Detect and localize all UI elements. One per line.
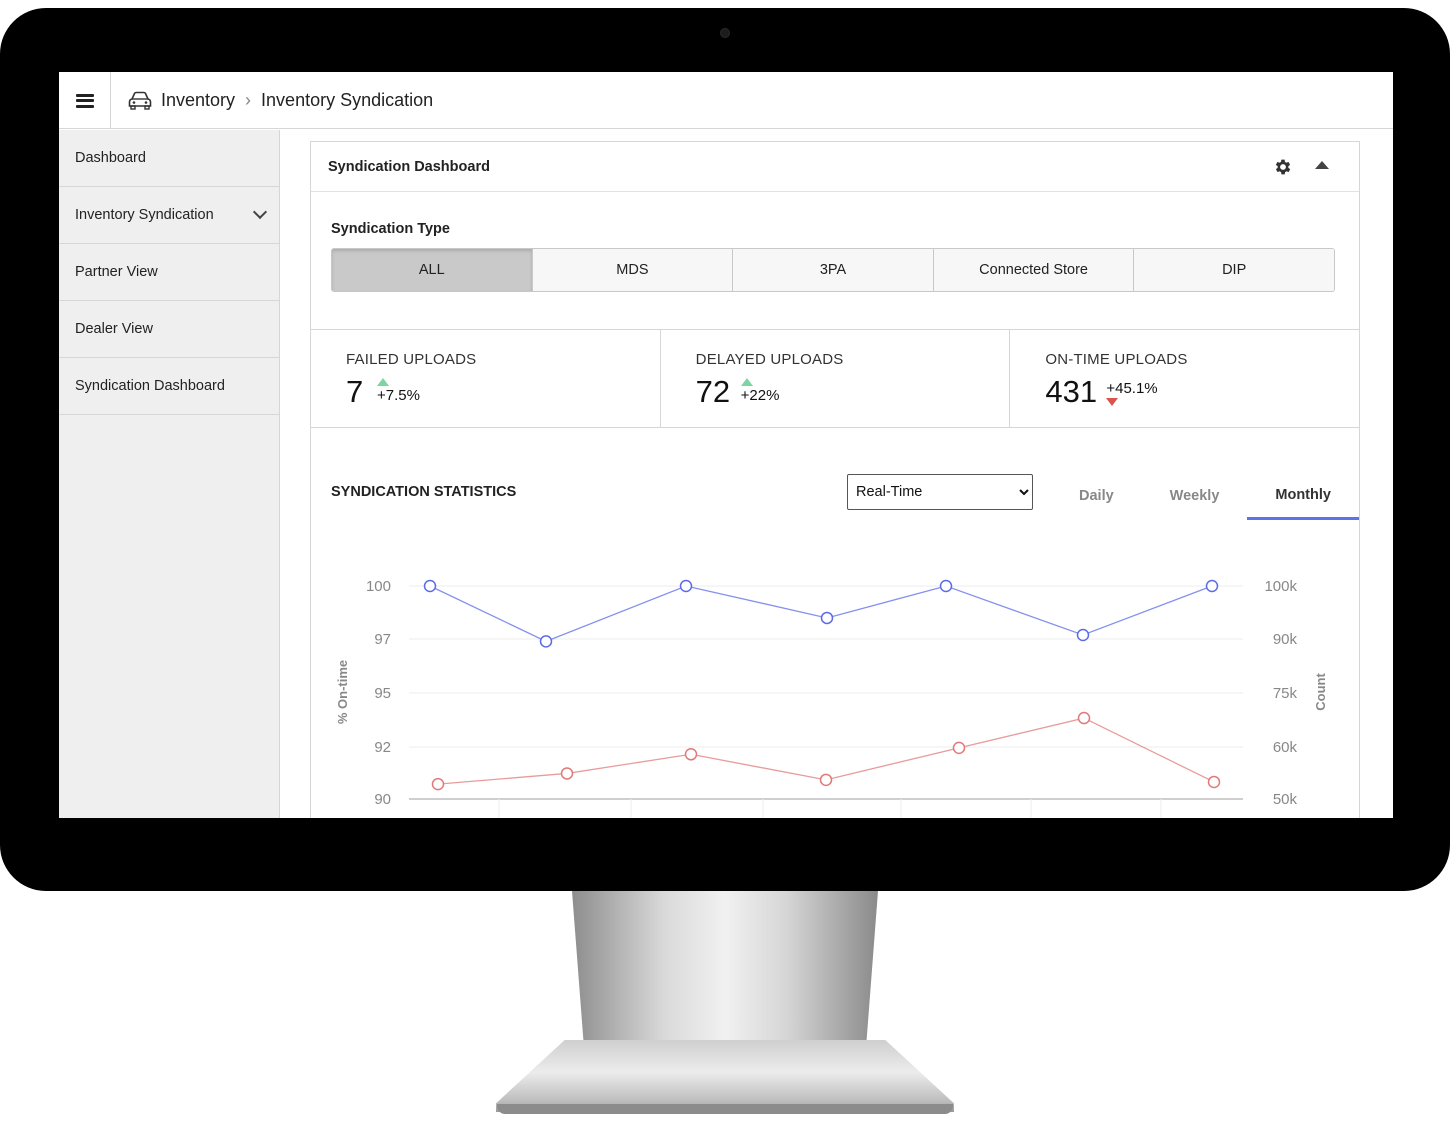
stat-delta: +7.5% xyxy=(377,387,420,404)
syndication-chart: 100 97 95 92 90 100k 90k 75k 60k 50k % On-time Coun… xyxy=(335,578,1328,818)
y2-tick-label: 90k xyxy=(1273,631,1298,648)
data-point-count xyxy=(684,748,698,761)
data-point-count xyxy=(1077,711,1091,725)
y-axis-label: % On-time xyxy=(335,660,350,724)
data-point-on-time xyxy=(820,611,834,625)
type-button-3pa[interactable]: 3PA xyxy=(733,249,934,291)
type-button-dip[interactable]: DIP xyxy=(1134,249,1334,291)
data-point-on-time xyxy=(679,579,693,593)
hamburger-icon xyxy=(75,93,94,108)
stat-failed-uploads: FAILED UPLOADS 7 +7.5% xyxy=(311,330,661,427)
car-icon xyxy=(128,91,152,110)
trend-down-icon xyxy=(1106,398,1119,406)
data-point-on-time xyxy=(539,635,553,648)
y-tick-label: 95 xyxy=(374,685,391,702)
breadcrumb: Inventory › Inventory Syndication xyxy=(127,72,433,129)
syndication-type-label: Syndication Type xyxy=(331,221,450,237)
sidebar-item-label: Syndication Dashboard xyxy=(75,378,225,394)
sidebar-item-label: Dashboard xyxy=(75,150,146,166)
type-button-mds[interactable]: MDS xyxy=(532,249,734,291)
data-point-count xyxy=(560,767,574,780)
tab-monthly[interactable]: Monthly xyxy=(1247,472,1359,520)
y2-tick-label: 75k xyxy=(1273,685,1298,702)
trend-up-icon xyxy=(377,378,389,386)
data-point-count xyxy=(1207,775,1221,789)
panel-header: Syndication Dashboard xyxy=(311,142,1359,192)
y2-tick-label: 60k xyxy=(1273,739,1298,756)
data-point-on-time xyxy=(939,579,953,593)
panel-title: Syndication Dashboard xyxy=(328,158,490,175)
data-point-count xyxy=(952,741,966,755)
stat-value: 72 xyxy=(695,374,731,409)
tab-daily[interactable]: Daily xyxy=(1079,488,1114,504)
period-tabs: Daily Weekly Monthly xyxy=(1051,472,1359,520)
top-bar: Inventory › Inventory Syndication xyxy=(59,72,1393,129)
breadcrumb-root[interactable]: Inventory xyxy=(161,90,236,110)
stat-on-time-uploads: ON-TIME UPLOADS 431 +45.1% xyxy=(1010,330,1359,427)
y-tick-label: 90 xyxy=(374,791,391,808)
sidebar: Dashboard Inventory Syndication Partner … xyxy=(59,130,280,818)
y-tick-label: 92 xyxy=(374,739,391,756)
data-point-count xyxy=(431,777,445,791)
y-tick-label: 100 xyxy=(366,578,391,595)
breadcrumb-current: Inventory Syndication xyxy=(261,90,434,110)
data-point-on-time xyxy=(1205,579,1219,593)
chevron-right-icon: › xyxy=(245,90,252,110)
stats-row: FAILED UPLOADS 7 +7.5% DELAYED UPLOADS 7… xyxy=(311,329,1359,428)
type-button-connected-store[interactable]: Connected Store xyxy=(933,249,1135,291)
trend-up-icon xyxy=(740,378,753,386)
syndication-type-toggle: ALL MDS 3PA Connected Store DIP xyxy=(331,248,1335,292)
data-point-on-time xyxy=(423,579,437,593)
stat-value: 7 xyxy=(346,374,364,409)
sidebar-item-label: Dealer View xyxy=(75,321,153,337)
collapse-icon[interactable] xyxy=(1315,161,1329,169)
sidebar-item-partner-view[interactable]: Partner View xyxy=(59,244,279,301)
sidebar-item-syndication-dashboard[interactable]: Syndication Dashboard xyxy=(59,358,279,415)
monitor-stand xyxy=(572,891,878,1051)
sidebar-item-dashboard[interactable]: Dashboard xyxy=(59,130,279,187)
stat-label: FAILED UPLOADS xyxy=(346,351,477,368)
gear-icon[interactable] xyxy=(1273,157,1293,177)
monitor-base-edge xyxy=(497,1104,953,1114)
menu-button[interactable] xyxy=(59,72,111,129)
sidebar-item-inventory-syndication[interactable]: Inventory Syndication xyxy=(59,187,279,244)
y-tick-label: 97 xyxy=(374,631,391,648)
series-line-on-time xyxy=(429,585,1213,643)
sidebar-item-dealer-view[interactable]: Dealer View xyxy=(59,301,279,358)
tab-weekly[interactable]: Weekly xyxy=(1169,488,1220,504)
stat-label: ON-TIME UPLOADS xyxy=(1045,351,1188,368)
type-button-all[interactable]: ALL xyxy=(332,249,533,291)
y2-tick-label: 100k xyxy=(1264,578,1297,595)
y2-axis-label: Count xyxy=(1313,673,1328,711)
camera-icon xyxy=(720,28,730,38)
data-point-on-time xyxy=(1076,628,1090,642)
y2-tick-label: 50k xyxy=(1273,791,1298,808)
sidebar-item-label: Inventory Syndication xyxy=(75,207,214,223)
range-select[interactable]: Real-Time xyxy=(847,474,1033,510)
main-content: Syndication Dashboard Syndication Type A… xyxy=(281,130,1393,818)
sidebar-item-label: Partner View xyxy=(75,264,158,280)
screen: Inventory › Inventory Syndication Dashbo… xyxy=(59,72,1393,818)
statistics-title: SYNDICATION STATISTICS xyxy=(331,484,517,500)
stat-delta: +22% xyxy=(740,387,780,404)
monitor-base xyxy=(496,1040,954,1112)
stat-delta: +45.1% xyxy=(1106,380,1158,397)
stat-label: DELAYED UPLOADS xyxy=(695,351,844,368)
stat-value: 431 xyxy=(1045,374,1098,409)
dashboard-panel: Syndication Dashboard Syndication Type A… xyxy=(310,141,1360,818)
data-point-count xyxy=(819,773,833,787)
chevron-down-icon xyxy=(252,204,268,220)
stat-delayed-uploads: DELAYED UPLOADS 72 +22% xyxy=(661,330,1011,427)
